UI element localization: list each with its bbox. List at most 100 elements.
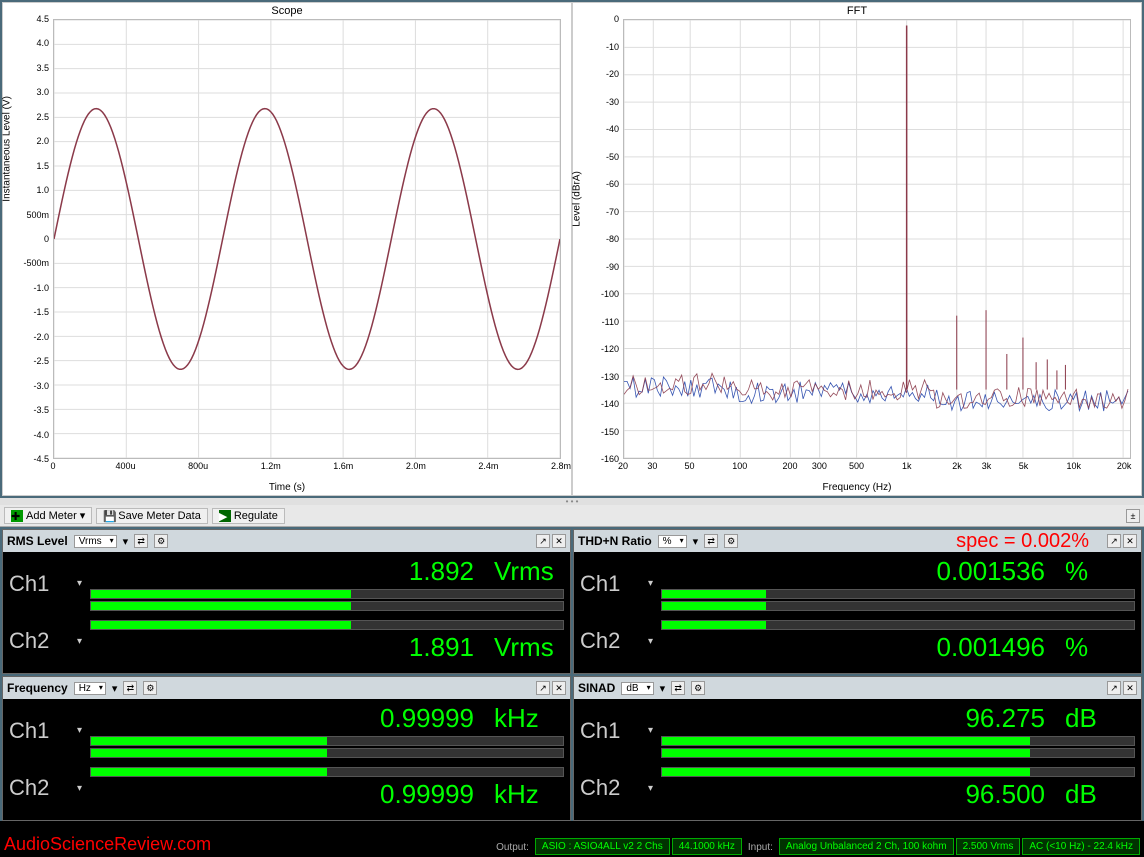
fft-plot-area[interactable]	[623, 19, 1131, 459]
level-bar	[90, 736, 564, 746]
gear-icon[interactable]: ⚙	[143, 681, 157, 695]
input-level-status[interactable]: 2.500 Vrms	[956, 838, 1021, 855]
channel-unit: %	[1065, 632, 1135, 663]
settings-icon[interactable]: ⇄	[704, 534, 718, 548]
meter-title: THD+N Ratio	[578, 534, 652, 548]
channel-label: Ch2	[9, 775, 69, 801]
level-bar-fill	[662, 621, 766, 629]
unit-select[interactable]: dB	[621, 682, 653, 695]
dropdown-icon[interactable]: ▾	[123, 535, 129, 548]
level-bar	[661, 589, 1135, 599]
level-bar-fill	[91, 737, 327, 745]
channel-value: 96.500	[965, 779, 1045, 810]
channel-row: Ch2 ▾ 0.001496%	[580, 614, 1135, 670]
spec-note: spec = 0.002%	[956, 530, 1089, 553]
charts-row: Scope Audioengine D3: -2 dBFS (clips bad…	[0, 0, 1144, 498]
channel-dropdown-icon[interactable]: ▾	[77, 636, 82, 647]
regulate-button[interactable]: ▶Regulate	[212, 508, 285, 524]
channel-unit: dB	[1065, 703, 1135, 734]
add-meter-label: Add Meter	[26, 510, 77, 522]
output-driver-status[interactable]: ASIO : ASIO4ALL v2 2 Chs	[535, 838, 670, 855]
level-bar-fill	[662, 749, 1030, 757]
channel-dropdown-icon[interactable]: ▾	[648, 725, 653, 736]
gear-icon[interactable]: ⚙	[691, 681, 705, 695]
input-label: Input:	[744, 840, 777, 855]
meter-body: Ch1 ▾ 1.892Vrms Ch2 ▾ 1.891Vrms	[3, 552, 570, 673]
meter-title: RMS Level	[7, 534, 68, 548]
play-icon: ▶	[219, 510, 231, 522]
level-bar	[90, 601, 564, 611]
meter-body: Ch1 ▾ 96.275dB Ch2 ▾ 96.500dB	[574, 699, 1141, 820]
scope-plot-area[interactable]	[53, 19, 561, 459]
channel-row: Ch2 ▾ 96.500dB	[580, 761, 1135, 817]
save-meter-button[interactable]: 💾Save Meter Data	[96, 508, 208, 524]
channel-dropdown-icon[interactable]: ▾	[77, 578, 82, 589]
fft-ylabel: Level (dBrA)	[572, 171, 583, 227]
channel-dropdown-icon[interactable]: ▾	[648, 578, 653, 589]
level-bar-fill	[662, 737, 1030, 745]
level-bar-fill	[91, 621, 351, 629]
close-icon[interactable]: ✕	[1123, 534, 1137, 548]
channel-unit: Vrms	[494, 556, 564, 587]
meter-title: Frequency	[7, 681, 68, 695]
input-driver-status[interactable]: Analog Unbalanced 2 Ch, 100 kohm	[779, 838, 954, 855]
level-bar	[90, 589, 564, 599]
settings-icon[interactable]: ⇄	[123, 681, 137, 695]
channel-value: 96.275	[965, 703, 1045, 734]
plus-icon: ✚	[11, 510, 23, 522]
gear-icon[interactable]: ⚙	[154, 534, 168, 548]
output-label: Output:	[492, 840, 533, 855]
channel-label: Ch2	[9, 628, 69, 654]
channel-value: 0.99999	[380, 779, 474, 810]
settings-icon[interactable]: ⇄	[134, 534, 148, 548]
channel-dropdown-icon[interactable]: ▾	[648, 783, 653, 794]
dropdown-icon[interactable]: ▾	[693, 535, 699, 548]
popout-icon[interactable]: ↗	[536, 681, 550, 695]
popout-icon[interactable]: ↗	[536, 534, 550, 548]
dropdown-icon[interactable]: ▾	[112, 682, 118, 695]
channel-dropdown-icon[interactable]: ▾	[77, 725, 82, 736]
level-bar-fill	[662, 768, 1030, 776]
sinad-meter: SINAD dB ▾ ⇄ ⚙ ↗ ✕ Ch1 ▾ 96.275dB Ch2 ▾	[573, 676, 1142, 821]
channel-unit: %	[1065, 556, 1135, 587]
input-filter-status[interactable]: AC (<10 Hz) - 22.4 kHz	[1022, 838, 1140, 855]
scope-ylabel: Instantaneous Level (V)	[2, 96, 13, 202]
channel-row: Ch1 ▾ 96.275dB	[580, 703, 1135, 759]
popout-icon[interactable]: ↗	[1107, 681, 1121, 695]
level-bar	[90, 748, 564, 758]
freq-meter: Frequency Hz ▾ ⇄ ⚙ ↗ ✕ Ch1 ▾ 0.99999kHz …	[2, 676, 571, 821]
level-bar	[661, 748, 1135, 758]
close-icon[interactable]: ✕	[552, 534, 566, 548]
output-rate-status[interactable]: 44.1000 kHz	[672, 838, 742, 855]
unit-select[interactable]: Hz	[74, 682, 106, 695]
unit-select[interactable]: Vrms	[74, 535, 117, 548]
channel-label: Ch2	[580, 775, 640, 801]
channel-dropdown-icon[interactable]: ▾	[648, 636, 653, 647]
unit-select[interactable]: %	[658, 535, 687, 548]
channel-value: 1.892	[409, 556, 474, 587]
level-bar	[661, 767, 1135, 777]
expand-icon[interactable]: ±	[1126, 509, 1140, 523]
splitter[interactable]: • • •	[0, 498, 1144, 505]
level-bar	[661, 601, 1135, 611]
settings-icon[interactable]: ⇄	[671, 681, 685, 695]
meter-header: SINAD dB ▾ ⇄ ⚙ ↗ ✕	[574, 677, 1141, 699]
channel-dropdown-icon[interactable]: ▾	[77, 783, 82, 794]
channel-value: 1.891	[409, 632, 474, 663]
channel-value: 0.99999	[380, 703, 474, 734]
meter-toolbar: ✚Add Meter▾ 💾Save Meter Data ▶Regulate ±	[0, 505, 1144, 527]
close-icon[interactable]: ✕	[1123, 681, 1137, 695]
fft-chart: FFT Level (dBrA) 0-10-20-30-40-50-60-70-…	[572, 2, 1142, 496]
gear-icon[interactable]: ⚙	[724, 534, 738, 548]
scope-xticks: 0400u800u1.2m1.6m2.0m2.4m2.8m	[53, 461, 561, 475]
save-icon: 💾	[103, 510, 115, 522]
channel-label: Ch1	[9, 571, 69, 597]
scope-chart: Scope Audioengine D3: -2 dBFS (clips bad…	[2, 2, 572, 496]
popout-icon[interactable]: ↗	[1107, 534, 1121, 548]
dropdown-icon[interactable]: ▾	[660, 682, 666, 695]
channel-label: Ch1	[580, 571, 640, 597]
add-meter-button[interactable]: ✚Add Meter▾	[4, 507, 92, 524]
level-bar	[661, 620, 1135, 630]
close-icon[interactable]: ✕	[552, 681, 566, 695]
regulate-label: Regulate	[234, 510, 278, 522]
